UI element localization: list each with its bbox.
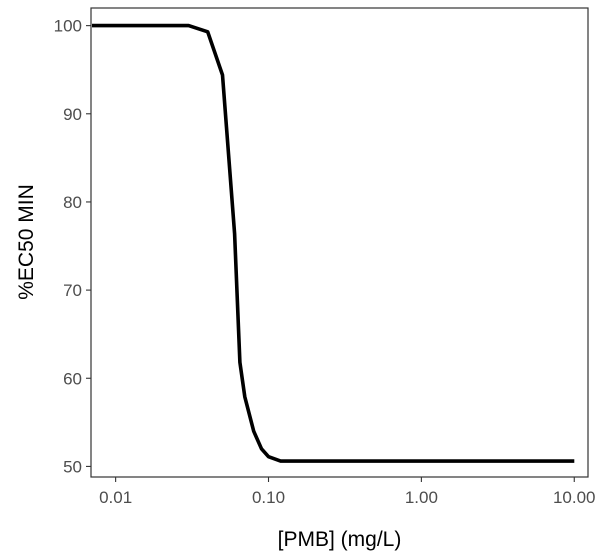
plot-panel	[90, 7, 589, 478]
x-tick-label: 0.01	[99, 488, 132, 507]
series-layer	[92, 23, 575, 463]
x-tick-label: 0.10	[252, 488, 285, 507]
x-tick-label: 10.00	[553, 488, 596, 507]
y-axis-title: %EC50 MIN	[15, 184, 38, 300]
axis-ticks: 0.01 0.10 1.00 10.00 50 60 70 80 90 100	[54, 17, 596, 507]
x-axis-title: [PMB] (mg/L)	[278, 528, 402, 551]
x-tick-label: 1.00	[405, 488, 438, 507]
y-tick-label: 70	[63, 281, 82, 300]
y-tick-label: 90	[63, 105, 82, 124]
y-tick-label: 50	[63, 457, 82, 476]
y-tick-label: 80	[63, 193, 82, 212]
y-tick-label: 100	[54, 17, 82, 36]
y-tick-label: 60	[63, 369, 82, 388]
series-line	[92, 23, 575, 463]
